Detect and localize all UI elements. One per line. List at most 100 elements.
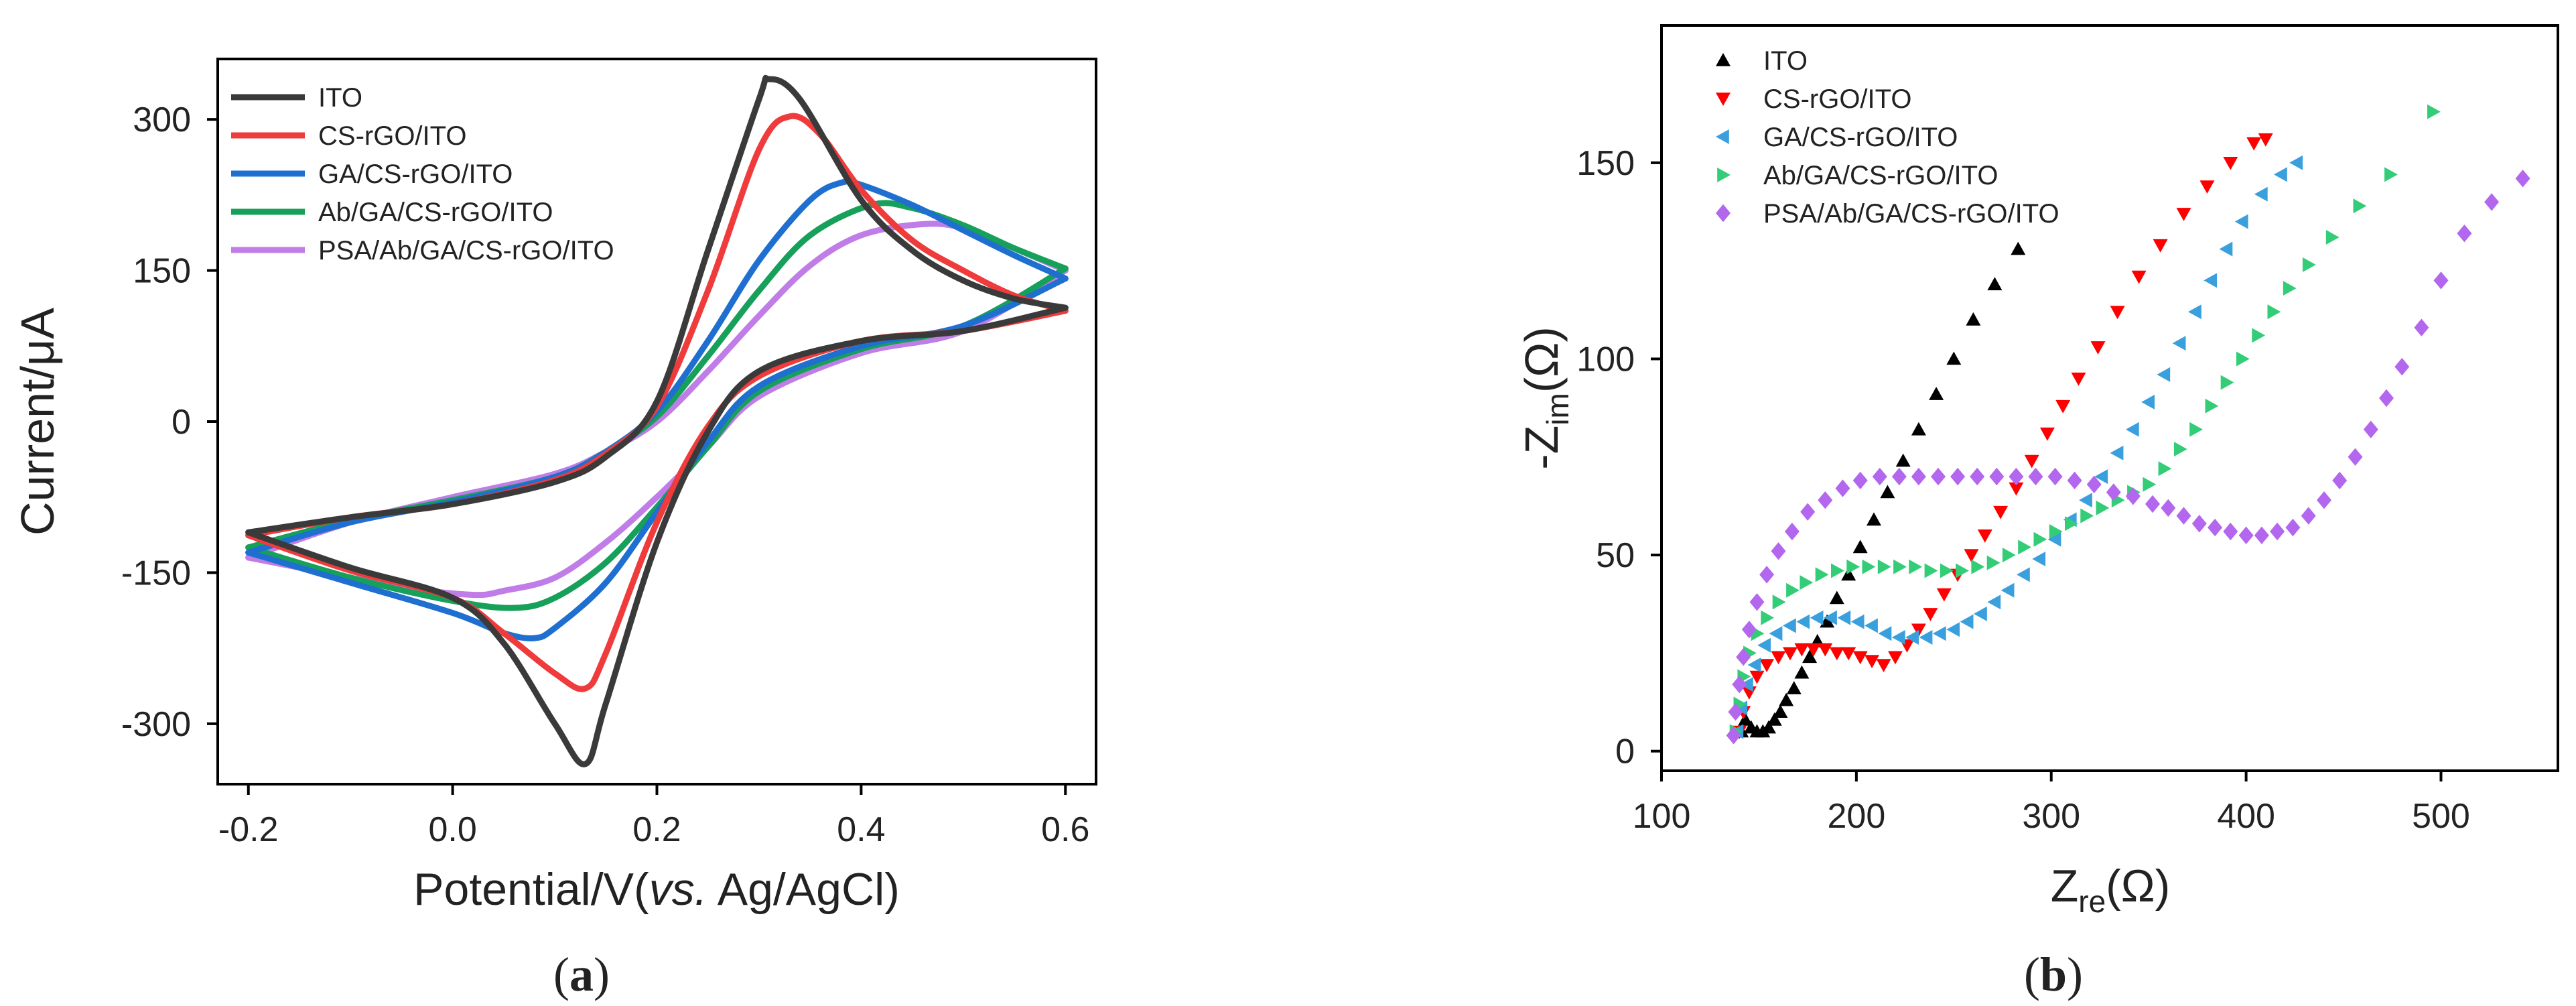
b-point-psa-ab-ga-cs-rgo-ito <box>1741 621 1757 639</box>
b-point-cs-rgo-ito <box>1794 643 1810 657</box>
b-point-ab-ga-cs-rgo-ito <box>2158 461 2172 477</box>
b-point-ga-cs-rgo-ito <box>1891 630 1905 645</box>
b-point-ab-ga-cs-rgo-ito <box>2302 257 2316 272</box>
b-legend-marker-ito <box>1716 53 1731 66</box>
b-xtick-label: 200 <box>1827 797 1885 836</box>
b-point-ga-cs-rgo-ito <box>2254 186 2268 202</box>
a-series-ito-anodic <box>245 74 1069 536</box>
b-point-ab-ga-cs-rgo-ito <box>2080 508 2094 523</box>
b-point-psa-ab-ga-cs-rgo-ito <box>2254 526 2269 544</box>
panel-a-y-axis-label: Current/μA <box>11 308 64 536</box>
b-point-ga-cs-rgo-ito <box>1757 637 1771 653</box>
b-point-psa-ab-ga-cs-rgo-ito <box>1911 467 1926 486</box>
b-point-psa-ab-ga-cs-rgo-ito <box>2270 522 2285 541</box>
a-xtick-label: -0.2 <box>218 810 279 849</box>
b-xtick-label: 300 <box>2022 797 2080 836</box>
b-point-psa-ab-ga-cs-rgo-ito <box>2301 507 2316 525</box>
b-ytick-label: 0 <box>1615 733 1635 771</box>
b-point-psa-ab-ga-cs-rgo-ito <box>2161 499 2176 517</box>
b-point-ito <box>1773 704 1788 718</box>
b-point-cs-rgo-ito <box>2153 239 2168 253</box>
b-point-ab-ga-cs-rgo-ito <box>1971 559 1985 574</box>
b-point-cs-rgo-ito <box>1783 647 1798 661</box>
b-point-cs-rgo-ito <box>1876 659 1891 672</box>
panel-b-x-axis-label: Zre(Ω) <box>2051 861 2171 919</box>
b-point-psa-ab-ga-cs-rgo-ito <box>2238 526 2254 544</box>
b-point-ab-ga-cs-rgo-ito <box>2049 524 2063 539</box>
a-series-ab-ga-cs-rgo-ito-cathodic <box>245 265 1069 611</box>
b-point-psa-ab-ga-cs-rgo-ito <box>1736 648 1751 666</box>
b-point-ab-ga-cs-rgo-ito <box>2325 230 2340 245</box>
b-point-ab-ga-cs-rgo-ito <box>2018 540 2031 555</box>
a-series-ga-cs-rgo-ito-cathodic <box>245 275 1069 641</box>
b-point-ga-cs-rgo-ito <box>1824 610 1837 625</box>
b-point-cs-rgo-ito <box>1964 549 1979 563</box>
b-point-psa-ab-ga-cs-rgo-ito <box>2394 358 2410 376</box>
b-point-ab-ga-cs-rgo-ito <box>2353 198 2367 214</box>
b-point-psa-ab-ga-cs-rgo-ito <box>2414 318 2429 336</box>
panel-a-subfigure-label: (a) <box>553 948 610 1001</box>
b-point-ga-cs-rgo-ito <box>1878 626 1892 641</box>
b-point-cs-rgo-ito <box>1841 647 1856 661</box>
a-legend-label-ab-ga-cs-rgo-ito: Ab/GA/CS-rGO/ITO <box>318 198 553 227</box>
b-point-psa-ab-ga-cs-rgo-ito <box>2086 475 2102 493</box>
b-point-cs-rgo-ito <box>1888 651 1903 665</box>
b-point-psa-ab-ga-cs-rgo-ito <box>1728 703 1743 721</box>
b-point-ga-cs-rgo-ito <box>2125 422 2139 437</box>
b-point-psa-ab-ga-cs-rgo-ito <box>1989 467 2005 486</box>
b-point-ito <box>1880 485 1895 499</box>
b-legend-label-ab-ga-cs-rgo-ito: Ab/GA/CS-rGO/ITO <box>1763 161 1998 190</box>
b-point-psa-ab-ga-cs-rgo-ito <box>2125 487 2141 505</box>
panel-b-plot-frame <box>1660 24 2559 772</box>
b-point-cs-rgo-ito <box>1829 647 1844 661</box>
b-point-cs-rgo-ito <box>2246 137 2262 151</box>
b-series-ito <box>1734 241 2026 738</box>
b-point-psa-ab-ga-cs-rgo-ito <box>2484 193 2500 211</box>
b-point-ga-cs-rgo-ito <box>1769 626 1783 641</box>
b-point-ab-ga-cs-rgo-ito <box>1956 563 1969 578</box>
b-point-ab-ga-cs-rgo-ito <box>2096 500 2110 515</box>
b-point-cs-rgo-ito <box>2110 306 2125 320</box>
b-point-ga-cs-rgo-ito <box>1810 610 1824 625</box>
b-point-ab-ga-cs-rgo-ito <box>2252 328 2266 343</box>
b-point-ito <box>1929 387 1944 400</box>
panel-a-x-ticks: -0.2 0.0 0.2 0.4 0.6 <box>218 784 1089 849</box>
b-point-ab-ga-cs-rgo-ito <box>2002 548 2016 563</box>
a-legend-label-psa-ab-ga-cs-rgo-ito: PSA/Ab/GA/CS-rGO/ITO <box>318 236 614 265</box>
a-xtick-label: 0.4 <box>837 810 885 849</box>
b-point-ab-ga-cs-rgo-ito <box>1846 559 1860 574</box>
b-point-psa-ab-ga-cs-rgo-ito <box>2433 271 2449 290</box>
b-point-ga-cs-rgo-ito <box>2157 367 2171 382</box>
b-point-psa-ab-ga-cs-rgo-ito <box>2106 483 2121 501</box>
a-ytick-label: 150 <box>133 252 191 291</box>
b-point-ab-ga-cs-rgo-ito <box>2267 304 2281 320</box>
b-point-ab-ga-cs-rgo-ito <box>1893 559 1907 574</box>
panel-a-cyclic-voltammogram: -0.2 0.0 0.2 0.4 0.6 -300 -150 0 150 300 ITO CS-r… <box>11 58 1097 1001</box>
panel-a-legend: ITO CS-rGO/ITO GA/CS-rGO/ITO Ab/GA/CS-rGO/I… <box>231 83 614 265</box>
b-point-cs-rgo-ito <box>1923 608 1938 621</box>
b-point-ab-ga-cs-rgo-ito <box>2220 375 2234 390</box>
a-ytick-label: 300 <box>133 101 191 139</box>
b-point-ab-ga-cs-rgo-ito <box>2283 281 2297 296</box>
b-point-psa-ab-ga-cs-rgo-ito <box>2191 515 2207 533</box>
panel-b-y-ticks: 0 50 100 150 <box>1576 144 1662 771</box>
b-point-ga-cs-rgo-ito <box>2110 445 2124 460</box>
b-point-ab-ga-cs-rgo-ito <box>1761 610 1775 625</box>
b-point-psa-ab-ga-cs-rgo-ito <box>1931 467 1946 486</box>
b-point-ab-ga-cs-rgo-ito <box>1831 563 1844 578</box>
a-ytick-label: -300 <box>121 705 191 744</box>
b-point-ab-ga-cs-rgo-ito <box>1815 567 1829 582</box>
b-point-psa-ab-ga-cs-rgo-ito <box>2067 471 2082 490</box>
b-point-ito <box>1738 712 1753 726</box>
panel-b-subfigure-label: (b) <box>2024 948 2083 1001</box>
b-series-ab-ga-cs-rgo-ito <box>1729 104 2441 739</box>
b-point-ga-cs-rgo-ito <box>2219 241 2233 257</box>
b-point-cs-rgo-ito <box>1749 670 1765 684</box>
b-point-ito <box>1987 277 2003 291</box>
panel-a-x-axis-label: Potential/V(vs. Ag/AgCl) <box>413 864 900 915</box>
b-point-ga-cs-rgo-ito <box>2017 567 2030 582</box>
b-point-psa-ab-ga-cs-rgo-ito <box>1891 467 1907 486</box>
b-series-ga-cs-rgo-ito <box>1730 155 2303 739</box>
b-point-ab-ga-cs-rgo-ito <box>1772 594 1786 610</box>
